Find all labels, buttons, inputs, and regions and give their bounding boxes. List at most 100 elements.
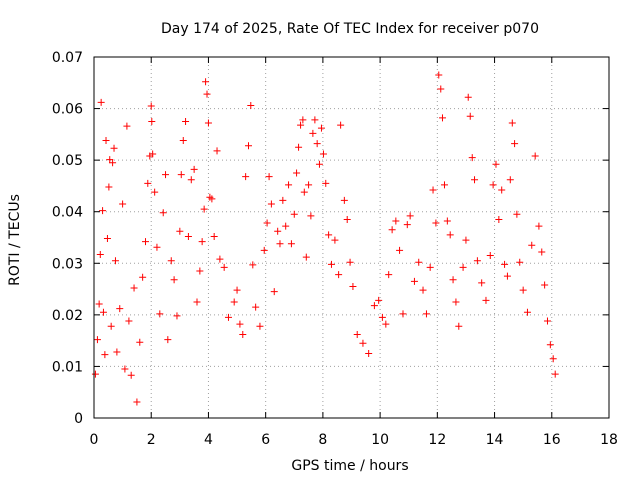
data-point [435, 71, 443, 79]
data-point [245, 142, 252, 150]
data-point [473, 257, 481, 265]
data-point [267, 200, 275, 208]
data-point [489, 181, 497, 189]
data-point [322, 179, 330, 187]
data-point [462, 236, 470, 244]
data-point [279, 196, 287, 204]
data-point [459, 263, 467, 271]
data-point [443, 217, 451, 225]
y-tick-label: 0.06 [52, 102, 83, 118]
data-point [208, 195, 216, 203]
data-point [325, 231, 333, 239]
data-point [282, 222, 290, 230]
data-point [151, 188, 159, 196]
data-point [133, 398, 141, 406]
y-axis-label: ROTI / TECUs [7, 194, 23, 286]
y-tick-label: 0.02 [52, 308, 83, 324]
data-point [313, 140, 321, 148]
data-point [549, 355, 557, 363]
data-point [311, 116, 319, 124]
x-tick-label: 10 [371, 432, 389, 448]
data-point [551, 370, 559, 378]
x-tick-label: 2 [147, 432, 156, 448]
data-point [541, 281, 549, 289]
data-point [224, 313, 232, 321]
data-point [506, 176, 514, 184]
data-point [468, 154, 476, 162]
data-point [449, 276, 457, 284]
data-point [162, 171, 170, 179]
data-point [263, 219, 271, 227]
data-point [519, 286, 527, 294]
data-point [265, 173, 273, 181]
data-point [187, 176, 195, 184]
data-point [91, 370, 99, 378]
data-point [202, 78, 210, 86]
data-point [388, 226, 396, 234]
x-tick-label: 0 [90, 432, 99, 448]
y-tick-label: 0 [74, 411, 83, 427]
data-point [274, 227, 282, 235]
data-point [276, 240, 284, 248]
data-point [103, 235, 111, 243]
data-point [106, 156, 114, 164]
y-tick-label: 0.07 [52, 50, 83, 66]
data-point [403, 221, 411, 229]
plot-frame [93, 56, 610, 419]
data-point [385, 271, 393, 279]
data-point [123, 122, 131, 130]
x-tick-label: 6 [261, 432, 270, 448]
data-point [392, 217, 400, 225]
data-point [247, 101, 255, 109]
data-point [99, 308, 107, 316]
data-point [107, 322, 115, 330]
data-point [216, 255, 224, 263]
data-point [230, 298, 238, 306]
data-point [285, 181, 293, 189]
data-point [337, 121, 345, 129]
data-point [370, 302, 378, 310]
data-point [110, 144, 118, 152]
data-point [153, 243, 161, 251]
data-point [111, 257, 119, 265]
data-point [236, 320, 244, 328]
data-point [327, 260, 335, 268]
data-point [464, 93, 472, 101]
data-point [508, 119, 516, 127]
x-tick-label: 8 [318, 432, 327, 448]
data-point [446, 231, 454, 239]
data-point [102, 137, 110, 145]
data-point [173, 312, 181, 320]
data-point [147, 102, 155, 110]
data-point [164, 336, 172, 344]
data-point [410, 277, 418, 285]
data-point [139, 273, 147, 281]
data-point [270, 288, 278, 296]
data-point [130, 284, 138, 292]
data-point [142, 238, 149, 246]
data-point [297, 121, 305, 129]
data-point [492, 160, 500, 168]
x-axis-label: GPS time / hours [291, 458, 408, 474]
data-point [136, 338, 144, 346]
data-point [516, 258, 524, 266]
data-point [501, 260, 509, 268]
data-point [239, 330, 247, 338]
data-point [184, 232, 192, 240]
data-point [432, 219, 440, 227]
data-point [419, 286, 427, 294]
data-point [429, 186, 437, 194]
data-point [307, 212, 315, 220]
data-point [179, 137, 187, 145]
data-point [378, 313, 386, 321]
data-point [119, 200, 127, 208]
data-point [204, 119, 212, 127]
data-point [471, 176, 479, 184]
data-point [203, 90, 211, 98]
data-point [220, 263, 228, 271]
y-tick-label: 0.01 [52, 359, 83, 375]
data-point [302, 253, 310, 261]
data-point [466, 112, 474, 120]
data-point [452, 298, 460, 306]
data-point [99, 207, 107, 215]
